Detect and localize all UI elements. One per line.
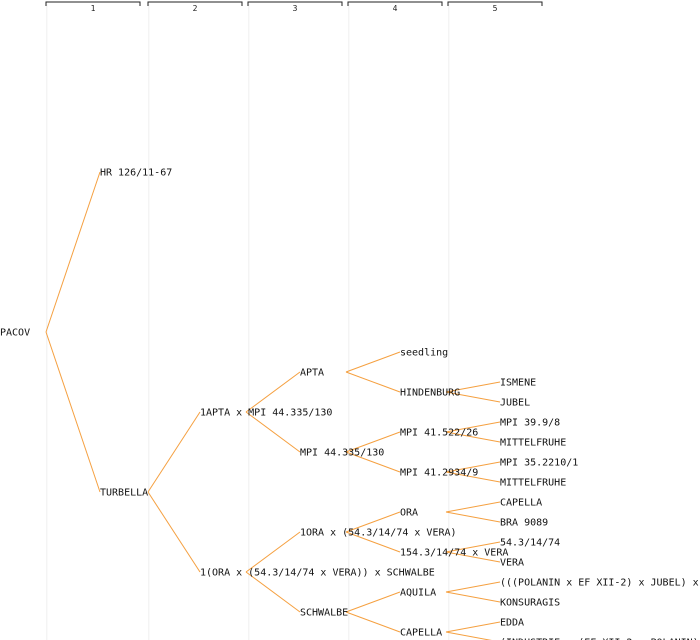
tree-node-label: ISMENE [500, 378, 536, 389]
tree-node-label: seedling [400, 348, 448, 359]
tree-edge [445, 471, 501, 483]
tree-node-label: MITTELFRUHE [500, 438, 566, 449]
generation-bracket-5 [447, 1, 543, 6]
tree-node-label: ORA [400, 508, 418, 519]
tree-edge [445, 421, 501, 433]
generation-column-1 [46, 4, 48, 640]
tree-edges [45, 171, 501, 640]
generation-column-2 [148, 4, 150, 640]
tree-node-label: MPI 39.9/8 [500, 418, 560, 429]
generation-header: 1 2 3 4 5 [45, 1, 543, 13]
tree-edge [245, 371, 301, 413]
tree-node-label: MITTELFRUHE [500, 478, 566, 489]
generation-column-3 [248, 4, 250, 640]
tree-edge [445, 631, 492, 640]
tree-edge [345, 531, 401, 553]
tree-edge [345, 351, 401, 373]
tree-edge [345, 511, 401, 533]
tree-edge [147, 491, 201, 573]
tree-node-label: TURBELLA [100, 488, 148, 499]
generation-bracket-3 [247, 1, 343, 6]
tree-edge [445, 621, 501, 633]
tree-edge [445, 501, 501, 513]
tree-edge [445, 581, 501, 593]
generation-bracket-4 [347, 1, 443, 6]
generation-column-4 [348, 4, 350, 640]
tree-node-label: (INDUSTRIE x (EF XII-2 x POLANIN)) [500, 638, 700, 640]
tree-nodes: PACOV HR 126/11-67 TURBELLA 1APTA x MPI 44.… [0, 168, 700, 640]
tree-edge [445, 511, 501, 523]
root-node-label: PACOV [0, 328, 30, 339]
tree-edge [45, 331, 101, 493]
tree-node-label: MPI 41.522/26 [400, 428, 478, 439]
generation-label: 4 [393, 4, 398, 13]
tree-edge [445, 381, 501, 393]
tree-node-label: 1ORA x (54.3/14/74 x VERA) [300, 528, 457, 539]
tree-edge [245, 411, 301, 453]
tree-edge [345, 591, 401, 613]
generation-bracket-1 [45, 1, 141, 6]
tree-node-label: (((POLANIN x EF XII-2) x JUBEL) x [500, 578, 699, 589]
generation-label: 2 [193, 4, 198, 13]
tree-edge [445, 391, 501, 403]
tree-edge [345, 431, 401, 453]
generation-label: 3 [293, 4, 298, 13]
tree-node-label: 54.3/14/74 [500, 538, 560, 549]
tree-node-label: EDDA [500, 618, 524, 629]
tree-node-label: CAPELLA [400, 628, 442, 639]
tree-edge [147, 411, 201, 493]
tree-node-label: MPI 35.2210/1 [500, 458, 578, 469]
tree-node-label: SCHWALBE [300, 608, 348, 619]
tree-node-label: CAPELLA [500, 498, 542, 509]
tree-node-label: 154.3/14/74 x VERA [400, 548, 508, 559]
tree-node-label: MPI 44.335/130 [300, 448, 384, 459]
tree-node-label: APTA [300, 368, 324, 379]
tree-edge [245, 531, 301, 573]
generation-columns [46, 4, 450, 640]
tree-edge [45, 171, 101, 333]
tree-edge [245, 571, 301, 613]
tree-edge [345, 371, 401, 393]
tree-node-label: VERA [500, 558, 524, 569]
tree-node-label: HR 126/11-67 [100, 168, 172, 179]
tree-edge [445, 591, 501, 603]
tree-edge [345, 451, 401, 473]
generation-column-5 [448, 4, 450, 640]
tree-node-label: AQUILA [400, 588, 436, 599]
tree-edge [445, 461, 501, 473]
tree-node-label: BRA 9089 [500, 518, 548, 529]
tree-node-label: MPI 41.2934/9 [400, 468, 478, 479]
tree-edge [445, 541, 501, 553]
tree-node-label: 1APTA x MPI 44.335/130 [200, 408, 332, 419]
generation-label: 5 [493, 4, 498, 13]
tree-node-label: 1(ORA x (54.3/14/74 x VERA)) x SCHWALBE [200, 568, 435, 579]
tree-edge [445, 431, 501, 443]
generation-label: 1 [91, 4, 96, 13]
tree-node-label: HINDENBURG [400, 388, 460, 399]
generation-bracket-2 [147, 1, 243, 6]
tree-node-label: KONSURAGIS [500, 598, 560, 609]
tree-node-label: JUBEL [500, 398, 530, 409]
tree-edge [445, 551, 501, 563]
tree-edge [345, 611, 401, 633]
